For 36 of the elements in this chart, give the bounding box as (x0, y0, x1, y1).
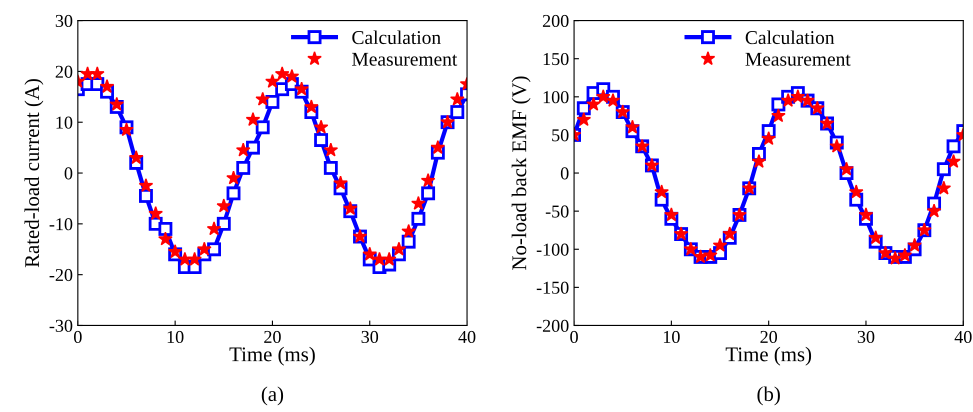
x-tick-label: 40 (954, 330, 972, 344)
x-tick-label: 30 (362, 330, 378, 344)
y-tick-label: 30 (56, 14, 72, 28)
y-tick-label: -20 (50, 268, 72, 282)
y-tick-label: -10 (50, 218, 72, 230)
x-axis-title: Time (ms) (230, 346, 315, 366)
legend-label: Calculation (352, 30, 441, 44)
y-tick-label: 100 (544, 91, 569, 104)
y-tick-label: -100 (536, 244, 569, 256)
text: (a) (262, 386, 284, 406)
x-tick-label: 10 (664, 330, 680, 344)
y-tick-label: -150 (536, 282, 569, 294)
y-tick-label: 50 (552, 129, 569, 142)
y-axis-title: Rated-load current (A) (24, 79, 44, 268)
y-tick-label: 20 (56, 66, 72, 78)
text: (b) (757, 386, 780, 406)
y-tick-label: 10 (56, 116, 72, 129)
y-tick-label: 0 (560, 167, 569, 180)
x-tick-label: 0 (74, 330, 82, 344)
legend-label: Measurement (745, 52, 851, 66)
x-tick-label: 0 (570, 330, 578, 344)
y-tick-label: -50 (546, 205, 569, 218)
y-tick-label: 200 (542, 14, 569, 28)
legend-label: Measurement (352, 52, 458, 66)
x-tick-label: 10 (168, 330, 184, 344)
y-tick-label: -200 (536, 320, 569, 332)
y-tick-label: 150 (544, 52, 569, 66)
x-axis-title: Time (ms) (726, 346, 812, 366)
y-tick-label: -30 (50, 320, 72, 332)
y-axis-title: No-load back EMF (V) (512, 76, 531, 270)
x-tick-label: 40 (458, 330, 476, 344)
x-tick-label: 20 (760, 330, 778, 344)
x-tick-label: 30 (858, 330, 874, 344)
legend-label: Calculation (746, 30, 834, 44)
y-tick-label: 0 (64, 167, 72, 180)
x-tick-label: 20 (264, 330, 281, 344)
